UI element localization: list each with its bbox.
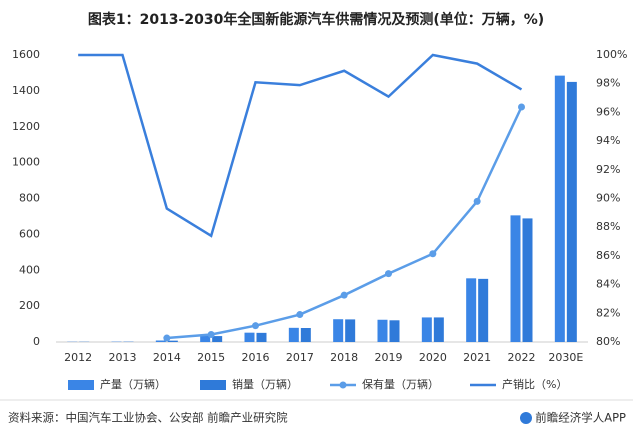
y-tick-label: 1200 [12, 120, 40, 133]
y2-tick-label: 86% [596, 249, 620, 262]
bar [200, 335, 211, 342]
x-tick-label: 2018 [330, 351, 358, 364]
bar [244, 332, 255, 342]
bar [333, 319, 344, 342]
bar [421, 317, 432, 342]
x-tick-label: 2017 [286, 351, 314, 364]
point [296, 311, 304, 319]
line [78, 53, 523, 238]
y2-tick-label: 100% [596, 48, 627, 61]
bar [510, 215, 521, 342]
point [429, 250, 437, 258]
x-tick-label: 2016 [242, 351, 270, 364]
legend-marker [339, 381, 347, 389]
point [385, 270, 392, 278]
bar [554, 75, 565, 343]
y2-tick-label: 98% [596, 77, 620, 90]
x-tick-label: 2020 [419, 351, 447, 364]
x-tick-label: 2015 [197, 351, 225, 364]
bar [167, 340, 178, 342]
y-tick-label: 400 [19, 263, 40, 276]
y2-tick-label: 88% [596, 220, 620, 233]
y-tick-label: 800 [19, 192, 40, 205]
legend-swatch [68, 380, 94, 390]
legend-label: 保有量（万辆） [362, 377, 439, 391]
legend-label: 销量（万辆） [232, 377, 298, 391]
bar [389, 320, 400, 342]
bar [433, 317, 444, 342]
point [207, 330, 215, 338]
y2-tick-label: 80% [596, 335, 620, 348]
y2-tick-label: 90% [596, 192, 620, 205]
bar [377, 319, 388, 342]
y-tick-label: 1400 [12, 84, 40, 97]
brand: 前瞻经济学人APP [535, 411, 626, 425]
bar [256, 332, 267, 342]
bar [466, 278, 477, 342]
legend-label: 产销比（%） [502, 377, 567, 391]
x-tick-label: 2012 [64, 351, 92, 364]
x-tick-label: 2019 [375, 351, 403, 364]
x-tick-label: 2014 [153, 351, 181, 364]
bar [288, 327, 299, 342]
bar [566, 81, 577, 342]
y-tick-label: 0 [33, 335, 40, 348]
x-tick-label: 2021 [463, 351, 491, 364]
legend-label: 产量（万辆） [100, 377, 166, 391]
x-tick-label: 2022 [508, 351, 536, 364]
chart-title: 图表1：2013-2030年全国新能源汽车供需情况及预测(单位：万辆，%) [88, 11, 544, 28]
y-tick-label: 600 [19, 227, 40, 240]
y2-tick-label: 84% [596, 278, 620, 291]
bar [300, 328, 311, 342]
bar [212, 336, 223, 342]
brand-logo [520, 412, 532, 424]
source: 资料来源：中国汽车工业协会、公安部 前瞻产业研究院 [8, 411, 288, 425]
bar [478, 278, 489, 342]
y-tick-label: 200 [19, 299, 40, 312]
legend-swatch [200, 380, 226, 390]
x-tick-label: 2030E [548, 351, 583, 364]
bar [155, 340, 166, 342]
x-tick-label: 2013 [109, 351, 137, 364]
point [473, 197, 481, 205]
point [252, 322, 259, 330]
y2-tick-label: 82% [596, 306, 620, 319]
y2-tick-label: 92% [596, 163, 620, 176]
y-tick-label: 1600 [12, 48, 40, 61]
point [518, 103, 525, 111]
bar [345, 319, 356, 342]
y2-tick-label: 94% [596, 134, 620, 147]
point [163, 334, 171, 342]
bar [522, 218, 533, 342]
y2-tick-label: 96% [596, 105, 620, 118]
point [340, 291, 348, 299]
y-tick-label: 1000 [12, 156, 40, 169]
